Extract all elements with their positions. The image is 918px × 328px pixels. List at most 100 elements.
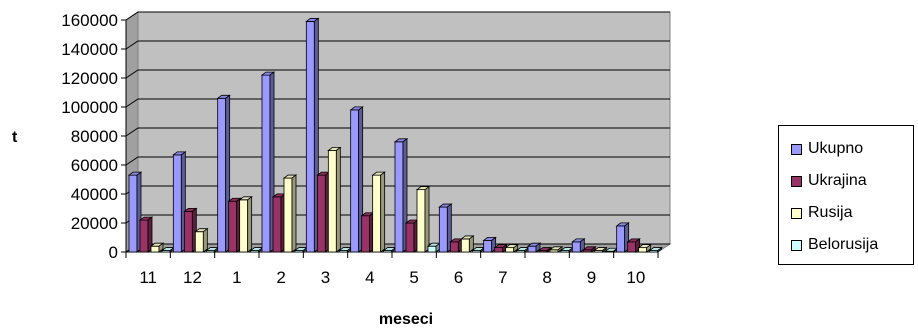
bar-ukrajina-6	[449, 238, 464, 253]
bar-ukrajina-7	[493, 243, 508, 253]
bar-side	[657, 246, 663, 253]
bar-front	[217, 97, 227, 253]
legend-label-ukrajina: Ukrajina	[808, 172, 867, 189]
legend-label-belorusija: Belorusija	[808, 236, 879, 253]
bar-rusija-4	[371, 171, 386, 253]
x-tick-label: 12	[183, 268, 202, 287]
bar-ukupno-9	[571, 238, 586, 253]
bar-front	[327, 150, 337, 253]
bar-rusija-8	[548, 246, 564, 253]
bar-side	[535, 242, 541, 253]
bar-front	[239, 199, 249, 253]
bar-rusija-12	[194, 227, 209, 253]
bar-side	[424, 185, 430, 253]
bar-ukrajina-2	[271, 193, 287, 253]
gridline	[125, 11, 670, 21]
x-tick-label: 11	[139, 268, 157, 287]
x-tick-label: 8	[542, 268, 551, 287]
bar-side	[513, 243, 519, 253]
bar-front	[438, 206, 448, 253]
x-tick-label: 6	[454, 268, 463, 287]
x-tick-label: 3	[321, 268, 330, 287]
bar-front	[283, 177, 293, 253]
y-tick-label: 140000	[61, 40, 118, 59]
bar-front	[305, 21, 315, 253]
bar-front	[272, 196, 282, 253]
bar-front	[449, 241, 459, 253]
x-tick-label: 7	[498, 268, 507, 287]
bar-ukrajina-4	[360, 211, 375, 253]
bar-rusija-7	[504, 243, 519, 253]
bar-side	[158, 242, 164, 253]
y-tick-label: 40000	[71, 185, 118, 204]
bar-ukrajina-12	[183, 207, 198, 253]
bar-ukupno-5	[393, 138, 409, 253]
bar-ukrajina-5	[404, 219, 420, 253]
bar-front	[427, 245, 437, 253]
bar-ukrajina-1	[227, 197, 242, 253]
bar-front	[527, 245, 537, 253]
bar-ukupno-8	[526, 242, 542, 253]
x-tick-label: 9	[587, 268, 596, 287]
bar-front	[483, 239, 493, 253]
bar-rusija-2	[282, 174, 298, 253]
bar-front	[505, 247, 515, 253]
bar-front	[139, 219, 149, 253]
y-tick-label: 20000	[71, 214, 118, 233]
y-tick-label: 0	[109, 243, 118, 262]
bar-ukrajina-10	[626, 238, 641, 253]
bar-rusija-3	[327, 146, 342, 253]
legend-item-rusija: Rusija	[791, 202, 852, 224]
bar-ukupno-7	[482, 236, 497, 253]
bar-belorusija-5	[426, 242, 442, 253]
bar-rusija-1	[238, 196, 253, 253]
legend-item-ukupno: Ukupno	[791, 138, 863, 160]
bar-side	[291, 174, 297, 253]
x-tick-label: 1	[232, 268, 241, 287]
bar-side	[247, 196, 253, 253]
y-tick-label: 100000	[61, 98, 118, 117]
legend-item-ukrajina: Ukrajina	[791, 170, 867, 192]
bar-ukupno-1	[216, 94, 231, 253]
bar-front	[194, 231, 204, 253]
bar-front	[627, 241, 637, 253]
bar-side	[335, 146, 341, 253]
bar-belorusija-12	[205, 246, 220, 253]
bar-front	[128, 174, 138, 253]
x-tick-label: 10	[626, 268, 645, 287]
bar-front	[150, 245, 160, 253]
bar-side	[590, 246, 596, 253]
bars	[127, 17, 663, 253]
bar-rusija-9	[593, 246, 608, 253]
y-tick-label: 80000	[71, 127, 118, 146]
legend-swatch-rusija	[791, 207, 802, 219]
bar-front	[416, 189, 426, 253]
y-tick-label: 120000	[61, 69, 118, 88]
bar-side	[646, 243, 652, 253]
bar-front	[316, 174, 326, 253]
bar-front	[494, 247, 504, 253]
bar-front	[460, 238, 470, 253]
y-tick-label: 160000	[61, 11, 118, 30]
bar-front	[228, 200, 238, 253]
bar-belorusija-10	[648, 246, 663, 253]
bar-ukupno-4	[349, 106, 364, 253]
bar-belorusija-11	[160, 246, 176, 253]
legend: Ukupno Ukrajina Rusija Belorusija	[778, 125, 914, 265]
bar-front	[571, 241, 581, 253]
bar-side	[601, 246, 607, 253]
bar-rusija-5	[415, 185, 431, 253]
bar-front	[372, 174, 382, 253]
bar-front	[350, 109, 360, 253]
legend-label-rusija: Rusija	[808, 204, 853, 221]
legend-swatch-belorusija	[791, 239, 802, 251]
y-tick-label: 60000	[71, 156, 118, 175]
legend-item-belorusija: Belorusija	[791, 234, 878, 256]
y-tick-labels: 0 20000 40000 60000 80000 100000 120000 140000 1…	[61, 11, 118, 262]
gridline	[125, 69, 670, 79]
bar-ukupno-2	[260, 71, 276, 253]
bar-ukupno-10	[615, 222, 630, 253]
bar-front	[394, 141, 404, 253]
bar-ukupno-12	[172, 151, 187, 253]
